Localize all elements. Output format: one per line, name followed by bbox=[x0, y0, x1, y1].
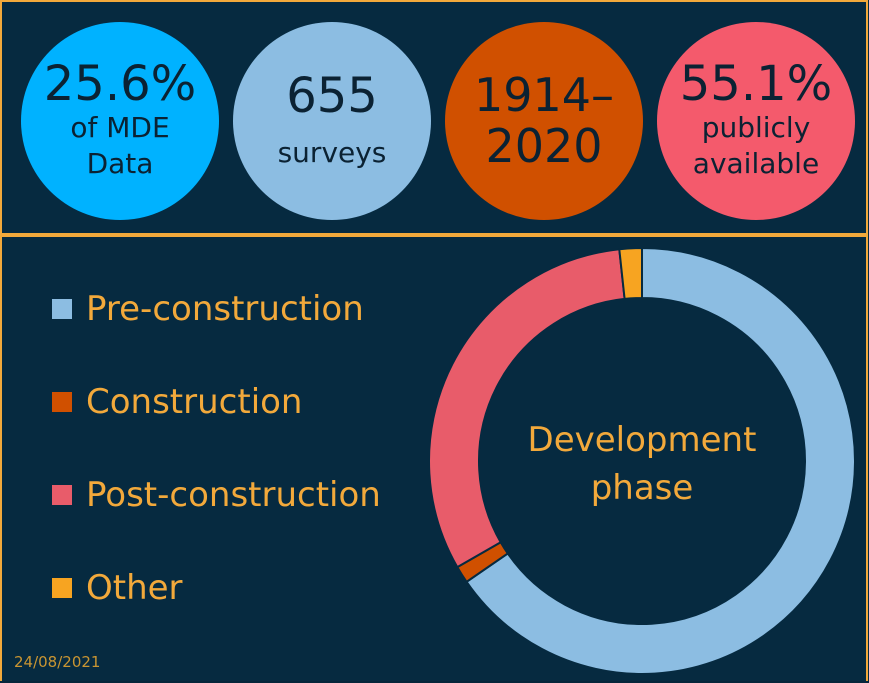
legend-swatch bbox=[52, 485, 72, 505]
donut-center-label: Development phase bbox=[472, 417, 812, 512]
legend-swatch bbox=[52, 299, 72, 319]
date-stamp: 24/08/2021 bbox=[14, 653, 101, 671]
center-label-line1: Development bbox=[527, 420, 757, 460]
center-label-line2: phase bbox=[590, 467, 694, 508]
donut-slice-pre-construction bbox=[465, 246, 856, 675]
stat-mde-share: 25.6% of MDE Data bbox=[21, 22, 219, 220]
donut-chart bbox=[428, 246, 856, 675]
stat-label-line1: publicly bbox=[701, 110, 811, 144]
legend-item-post-construction: Post-construction bbox=[52, 475, 381, 515]
donut-slice-other bbox=[618, 246, 643, 301]
stat-label-line1: of MDE bbox=[70, 110, 170, 144]
stat-label-line2: available bbox=[692, 147, 820, 181]
stat-label-line1: surveys bbox=[277, 136, 387, 169]
stat-value-line2: 2020 bbox=[485, 119, 603, 173]
stat-public-share: 55.1% publicly available bbox=[657, 22, 855, 220]
donut-slice-post-construction bbox=[428, 248, 626, 569]
legend-swatch bbox=[52, 578, 72, 598]
legend-label: Construction bbox=[86, 382, 303, 422]
stat-value: 25.6% bbox=[43, 56, 197, 113]
stat-value-line1: 1914– bbox=[473, 68, 615, 123]
stat-year-range: 1914– 2020 bbox=[445, 22, 643, 220]
legend-label: Pre-construction bbox=[86, 289, 364, 329]
legend-item-other: Other bbox=[52, 568, 183, 608]
legend-item-construction: Construction bbox=[52, 382, 302, 422]
legend-label: Post-construction bbox=[86, 475, 381, 515]
legend-label: Other bbox=[86, 568, 183, 608]
stat-value: 55.1% bbox=[679, 56, 833, 113]
stat-label-line2: Data bbox=[86, 147, 154, 181]
legend-swatch bbox=[52, 392, 72, 412]
stats-panel: 25.6% of MDE Data 655 surveys 1914– 2020… bbox=[0, 0, 868, 235]
development-phase-panel: Pre-construction Construction Post-const… bbox=[0, 235, 868, 681]
stat-value: 655 bbox=[286, 67, 378, 124]
legend-item-pre-construction: Pre-construction bbox=[52, 289, 364, 329]
stat-surveys: 655 surveys bbox=[233, 22, 431, 220]
